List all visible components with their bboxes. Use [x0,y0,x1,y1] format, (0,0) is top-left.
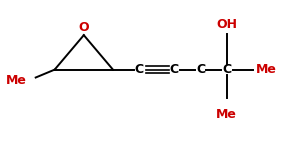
Text: OH: OH [216,18,237,31]
Text: C: C [170,63,179,76]
Text: O: O [79,21,89,35]
Text: Me: Me [6,74,27,87]
Text: C: C [135,63,144,76]
Text: Me: Me [256,63,277,76]
Text: Me: Me [216,108,237,121]
Text: C: C [222,63,231,76]
Text: C: C [196,63,205,76]
